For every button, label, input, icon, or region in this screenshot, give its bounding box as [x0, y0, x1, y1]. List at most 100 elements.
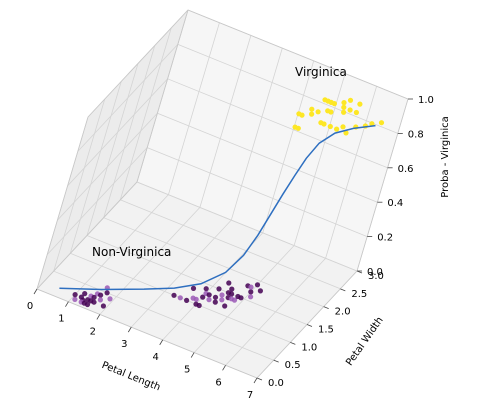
- data-point: [299, 112, 305, 118]
- y-tick-label: 2.5: [351, 289, 367, 300]
- data-point: [341, 100, 347, 106]
- data-point: [206, 297, 212, 303]
- data-point: [343, 130, 349, 136]
- y-tick-label: 0.0: [268, 378, 284, 389]
- pane-edge: [87, 9, 189, 118]
- data-point: [327, 123, 333, 130]
- data-point: [184, 297, 190, 303]
- data-point: [334, 126, 340, 132]
- data-point: [341, 109, 347, 115]
- data-point: [292, 124, 298, 130]
- x-tick-label: 0: [27, 301, 33, 312]
- z-tick-label: 0.0: [367, 267, 383, 278]
- data-point: [212, 294, 219, 300]
- x-tick-label: 5: [184, 365, 190, 376]
- data-point: [235, 293, 241, 300]
- data-point: [212, 299, 218, 305]
- data-point: [257, 288, 263, 294]
- y-tick: [323, 306, 329, 310]
- y-tick-label: 3.0: [368, 271, 384, 282]
- data-point: [72, 296, 78, 302]
- data-point: [91, 299, 97, 305]
- probability-curve-line: [59, 124, 376, 291]
- data-point: [231, 297, 238, 303]
- x-tick: [127, 326, 132, 333]
- y-tick-label: 0.5: [285, 360, 301, 371]
- x-tick-label: 1: [58, 314, 64, 325]
- data-point: [226, 280, 232, 286]
- z-tick-label: 0.4: [387, 198, 403, 209]
- data-point: [100, 303, 106, 309]
- data-point: [353, 109, 359, 116]
- x-tick: [33, 288, 38, 295]
- data-point: [248, 284, 254, 290]
- data-point: [357, 101, 363, 107]
- y-tick-label: 1.5: [318, 325, 334, 336]
- y-tick-labels: 0.00.51.01.52.02.53.0: [268, 271, 384, 389]
- data-point: [190, 295, 196, 301]
- x-tick-label: 7: [247, 390, 253, 401]
- tick-marks: [33, 98, 413, 384]
- data-point: [347, 97, 354, 103]
- data-point: [309, 106, 315, 112]
- x-tick: [159, 339, 164, 346]
- pane-edge: [36, 288, 258, 379]
- y-tick-label: 1.0: [301, 342, 317, 353]
- annotation-virginica: Virginica: [295, 65, 347, 79]
- z-axis-label: Proba - Virginica: [440, 116, 451, 198]
- z-tick-labels: 0.0 0.2 0.4 0.6 0.8 1.0: [367, 95, 434, 278]
- data-point: [219, 297, 225, 303]
- data-point: [200, 294, 206, 300]
- data-point: [216, 286, 222, 292]
- axes-panes: [37, 10, 408, 378]
- data-point: [171, 292, 177, 298]
- data-point: [203, 286, 209, 292]
- data-point: [84, 301, 91, 308]
- data-point: [193, 301, 199, 307]
- data-point: [206, 292, 212, 298]
- y-tick: [306, 324, 313, 327]
- pane-edge: [356, 98, 409, 272]
- data-point: [248, 294, 254, 300]
- x-axis-label: Petal Length: [100, 360, 162, 394]
- data-point: [328, 109, 334, 115]
- data-point: [321, 121, 327, 127]
- z-tick-label: 0.6: [398, 164, 414, 175]
- data-point: [104, 290, 110, 296]
- pane-edge: [36, 181, 138, 290]
- x-tick-label: 2: [90, 326, 96, 337]
- data-point: [341, 104, 347, 110]
- data-point: [340, 124, 346, 130]
- data-point: [222, 303, 228, 309]
- x-tick-label: 3: [121, 339, 127, 350]
- pane-edge: [136, 9, 189, 183]
- data-point: [177, 295, 183, 301]
- annotation-non-virginica: Non-Virginica: [92, 245, 171, 259]
- probability-curve: [59, 124, 376, 291]
- data-point: [315, 109, 321, 115]
- back-wall-pane: [137, 10, 408, 271]
- data-point: [347, 107, 353, 113]
- y-tick: [340, 288, 346, 292]
- data-point: [107, 296, 113, 302]
- data-point: [254, 282, 261, 288]
- y-tick: [273, 359, 279, 363]
- pane-edge: [36, 116, 89, 290]
- data-point: [248, 289, 254, 295]
- pane-edge: [187, 9, 409, 100]
- data-point: [219, 292, 225, 298]
- z-tick-label: 0.8: [408, 129, 424, 140]
- x-tick: [190, 352, 195, 358]
- data-point: [98, 292, 104, 298]
- y-tick-label: 2.0: [335, 307, 351, 318]
- z-tick-label: 0.2: [377, 233, 393, 244]
- x-tick-labels: 0 1 2 3 4 5 6 7: [27, 301, 253, 401]
- data-point: [309, 111, 315, 117]
- data-point: [325, 98, 331, 104]
- y-tick: [290, 341, 296, 345]
- data-point: [331, 101, 337, 107]
- data-point: [190, 285, 197, 291]
- data-point: [378, 120, 385, 126]
- data-point: [91, 294, 97, 300]
